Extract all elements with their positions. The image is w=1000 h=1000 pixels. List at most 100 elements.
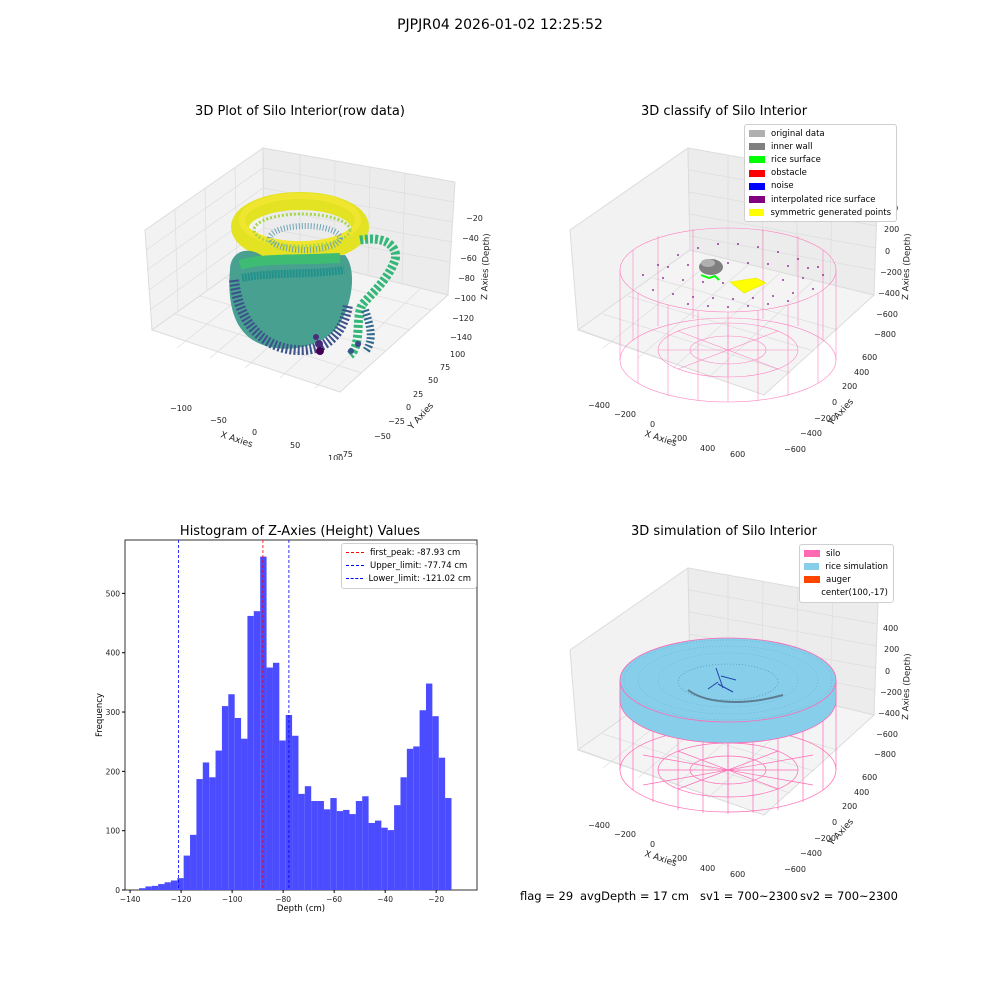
panel3-ztick: −800 — [874, 750, 896, 759]
panel3-xtick: 200 — [672, 854, 687, 863]
legend-label: Upper_limit: -77.74 cm — [370, 560, 468, 571]
legend-label: Lower_limit: -121.02 cm — [368, 573, 471, 584]
histogram-bar — [292, 735, 299, 890]
panel2-ztick: −600 — [876, 310, 898, 319]
histogram-bar — [145, 886, 152, 890]
histogram-xtick-label: −140 — [120, 895, 141, 904]
histogram-legend: first_peak: -87.93 cm Upper_limit: -77.7… — [341, 543, 477, 589]
panel2-zlabel: Z Axies (Depth) — [901, 233, 913, 300]
histogram-bar — [330, 798, 337, 890]
panel3-ztick: 400 — [883, 624, 898, 633]
histogram-xtick-label: −80 — [275, 895, 291, 904]
histogram-bar — [368, 822, 375, 890]
legend-swatch — [749, 169, 765, 177]
histogram-ytick-label: 100 — [106, 827, 121, 836]
panel1-ytick: 0 — [406, 403, 411, 412]
panel2-ytick: 600 — [862, 353, 877, 362]
histogram-y-ticks: 0 100 200 300 400 500 — [106, 589, 125, 895]
panel2-xlabel: X Axies — [643, 429, 678, 449]
panel3-xtick: 600 — [730, 870, 745, 879]
histogram-bar — [298, 793, 305, 890]
legend-label: original data — [771, 128, 825, 139]
legend-label: interpolated rice surface — [771, 194, 876, 205]
legend-label: obstacle — [771, 168, 807, 179]
panel3-ytick: −400 — [800, 849, 822, 858]
histogram-bar — [202, 762, 210, 890]
panel2-title: 3D classify of Silo Interior — [640, 104, 808, 119]
panel1-xtick: 100 — [328, 454, 343, 460]
panel3-xtick: −400 — [588, 821, 610, 830]
panel3-auger — [707, 667, 737, 693]
legend-swatch — [749, 209, 765, 217]
histogram-ytick-label: 300 — [106, 708, 121, 717]
histogram-bar — [374, 820, 382, 890]
footer-avg-depth: avgDepth = 17 cm — [580, 889, 689, 903]
legend-swatch — [804, 563, 820, 571]
panel3-ztick: 0 — [885, 667, 890, 676]
histogram-xtick-label: −20 — [428, 895, 444, 904]
panel1-xtick: 0 — [252, 428, 257, 437]
histogram-ytick-label: 200 — [106, 767, 121, 776]
legend-item-center: center(100,-17) — [804, 587, 888, 600]
panel1-ztick: −120 — [452, 314, 474, 323]
panel2-ytick: −600 — [784, 445, 806, 454]
panel3-ytick: 400 — [854, 788, 869, 797]
panel1-ytick: −50 — [374, 432, 391, 441]
histogram-ytick-label: 400 — [106, 649, 121, 658]
panel2-ytick: 200 — [842, 382, 857, 391]
panel3-xtick: 0 — [650, 840, 655, 849]
legend-item-obstacle: obstacle — [749, 167, 891, 180]
footer-sv2: sv2 = 700~2300 — [800, 889, 898, 903]
histogram-x-ticks: −140 −120 −100 −80 −60 −40 −20 — [120, 890, 444, 904]
panel3-ytick: 600 — [862, 773, 877, 782]
legend-label: silo — [826, 548, 841, 559]
histogram-bar — [196, 779, 203, 890]
panel1-ytick: 50 — [428, 376, 438, 385]
histogram-bar — [394, 805, 401, 890]
panel2-xtick: 600 — [730, 450, 745, 459]
histogram-bar — [170, 880, 178, 890]
histogram-bar — [413, 746, 420, 890]
panel2-ylabel: Y Axies — [826, 397, 856, 429]
panel1-point-cloud — [229, 192, 401, 359]
histogram-bar — [228, 694, 235, 890]
panel1-xlabel: X Axies — [219, 430, 254, 450]
panel3-ytick: −600 — [784, 865, 806, 874]
histogram-bar — [247, 615, 254, 890]
histogram-reference-lines — [178, 540, 290, 890]
panel1-ztick: −20 — [466, 214, 483, 223]
panel3-ytick: 0 — [832, 818, 837, 827]
legend-item-symmetric-generated-points: symmetric generated points — [749, 206, 891, 219]
footer-sv1: sv1 = 700~2300 — [700, 889, 798, 903]
histogram-bar — [190, 834, 197, 890]
panel2-interpolated-surface — [642, 243, 824, 308]
panel1-ytick: −75 — [336, 450, 353, 459]
histogram-bar — [177, 878, 184, 890]
panel3-3d-plot: 400 200 0 −200 −400 −600 −800 Z Axies (D… — [569, 567, 913, 879]
panel3-title: 3D simulation of Silo Interior — [631, 524, 817, 539]
panel1-ytick: 75 — [440, 363, 450, 372]
panel1-xtick: −100 — [170, 404, 192, 413]
panel1-ztick: −140 — [450, 333, 472, 342]
panel3-xtick: 400 — [700, 864, 715, 873]
histogram-ytick-label: 500 — [106, 589, 121, 598]
panel1-ytick: 25 — [413, 390, 423, 399]
legend-item-lower-limit: Lower_limit: -121.02 cm — [346, 572, 471, 585]
histogram-bar — [221, 706, 229, 890]
histogram-bar — [445, 798, 452, 890]
panel3-ztick: −200 — [880, 688, 902, 697]
panel3-ytick: 200 — [842, 802, 857, 811]
panel2-xtick: 0 — [650, 420, 655, 429]
panel2-ytick: 0 — [832, 398, 837, 407]
histogram-bar — [139, 888, 146, 890]
histogram-bar — [355, 801, 363, 890]
panel3-zlabel: Z Axies (Depth) — [901, 653, 913, 720]
histogram-bar — [311, 801, 318, 890]
panel2-z-ticks: 400 200 0 −200 −400 −600 −800 — [874, 204, 902, 339]
legend-item-rice-simulation: rice simulation — [804, 560, 888, 573]
legend-swatch — [749, 196, 765, 204]
legend-label: rice simulation — [825, 561, 888, 572]
histogram-bar — [349, 814, 356, 890]
panel2-ytick: −400 — [800, 429, 822, 438]
footer-flag: flag = 29 — [520, 889, 574, 903]
